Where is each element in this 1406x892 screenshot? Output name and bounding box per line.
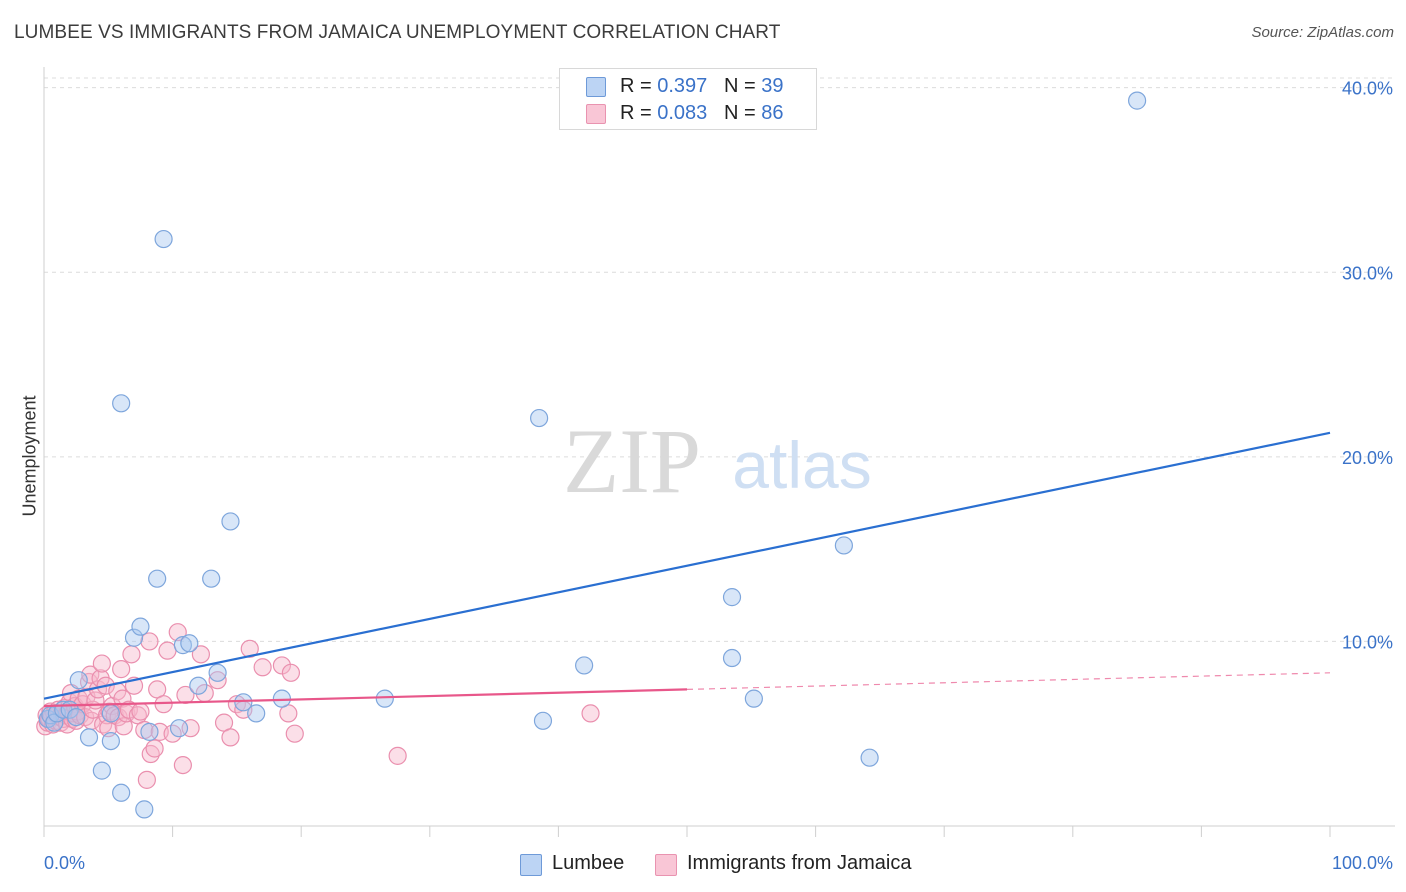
jamaica-point bbox=[191, 645, 210, 664]
jamaica-point bbox=[81, 665, 100, 684]
watermark-atlas: atlas bbox=[732, 428, 871, 502]
source-label: Source: ZipAtlas.com bbox=[1251, 24, 1394, 41]
y-tick-label: 40.0% bbox=[1342, 79, 1393, 99]
lumbee-point bbox=[148, 569, 167, 588]
r-label: R = bbox=[620, 102, 652, 124]
lumbee-point bbox=[202, 569, 221, 588]
trend-lines bbox=[43, 431, 1331, 708]
jamaica-point bbox=[145, 739, 164, 758]
lumbee-point bbox=[79, 728, 99, 747]
y-axis-label: Unemployment bbox=[19, 395, 40, 517]
trend-line-jamaica-extrapolated bbox=[686, 672, 1331, 691]
lumbee-point bbox=[180, 634, 199, 653]
chart-title: LUMBEE VS IMMIGRANTS FROM JAMAICA UNEMPL… bbox=[14, 22, 781, 43]
lumbee-point bbox=[135, 800, 154, 819]
jamaica-point bbox=[281, 663, 301, 682]
lumbee-point bbox=[234, 693, 253, 712]
jamaica-point bbox=[253, 658, 272, 677]
lumbee-point bbox=[173, 636, 192, 655]
lumbee-point bbox=[860, 748, 879, 767]
lumbee-point bbox=[834, 536, 853, 555]
lumbee-legend-swatch bbox=[520, 854, 542, 876]
lumbee-point bbox=[154, 229, 173, 249]
tick-labels: 10.0% 20.0% 30.0% 40.0% 0.0% 100.0% bbox=[44, 79, 1393, 873]
jamaica-point bbox=[131, 702, 150, 721]
trend-line-jamaica bbox=[43, 688, 688, 708]
jamaica-point bbox=[240, 639, 259, 658]
r-value-lumbee: 0.397 bbox=[657, 75, 708, 97]
x-tick-label-min: 0.0% bbox=[44, 853, 85, 873]
lumbee-point bbox=[112, 394, 131, 413]
jamaica-point bbox=[140, 632, 159, 651]
lumbee-point bbox=[221, 512, 240, 531]
watermark: ZIP atlas bbox=[563, 410, 872, 512]
jamaica-point bbox=[158, 641, 177, 660]
y-tick-label: 30.0% bbox=[1342, 263, 1393, 283]
legend-label-lumbee: Lumbee bbox=[552, 852, 625, 874]
stats-legend: R = 0.397 N = 39 R = 0.083 N = 86 bbox=[559, 68, 817, 130]
x-tick-label-max: 100.0% bbox=[1332, 853, 1393, 873]
lumbee-point bbox=[208, 663, 227, 682]
lumbee-point bbox=[131, 617, 150, 636]
jamaica-legend-swatch bbox=[655, 854, 677, 876]
lumbee-point bbox=[92, 761, 111, 780]
lumbee-point bbox=[69, 671, 88, 690]
lumbee-point bbox=[575, 656, 594, 675]
trend-line-lumbee bbox=[43, 431, 1331, 700]
n-label: N = bbox=[723, 102, 756, 124]
y-tick-label: 10.0% bbox=[1342, 632, 1393, 652]
jamaica-point bbox=[137, 770, 156, 789]
jamaica-swatch bbox=[586, 104, 606, 124]
lumbee-point bbox=[1127, 91, 1147, 110]
r-label: R = bbox=[620, 75, 652, 97]
lumbee-point bbox=[247, 704, 266, 723]
lumbee-swatch bbox=[586, 77, 606, 97]
watermark-zip: ZIP bbox=[563, 410, 701, 512]
lumbee-point bbox=[169, 719, 189, 738]
lumbee-point bbox=[124, 628, 144, 647]
jamaica-point bbox=[122, 645, 141, 664]
jamaica-point bbox=[285, 724, 304, 743]
lumbee-point bbox=[530, 408, 549, 428]
lumbee-point bbox=[67, 707, 86, 727]
jamaica-point bbox=[388, 746, 407, 765]
jamaica-point bbox=[173, 755, 192, 775]
axes bbox=[43, 67, 1395, 837]
n-value-lumbee: 39 bbox=[761, 75, 784, 97]
jamaica-point bbox=[119, 700, 138, 719]
lumbee-point bbox=[375, 689, 394, 708]
lumbee-point bbox=[189, 676, 208, 695]
lumbee-point bbox=[533, 711, 553, 730]
n-value-jamaica: 86 bbox=[761, 102, 784, 124]
lumbee-point bbox=[722, 588, 742, 607]
lumbee-point bbox=[744, 689, 763, 708]
gridlines bbox=[44, 77, 1395, 642]
jamaica-point bbox=[92, 654, 111, 673]
jamaica-point bbox=[112, 660, 131, 679]
lumbee-point bbox=[722, 648, 742, 668]
y-tick-label: 20.0% bbox=[1342, 448, 1393, 468]
lumbee-point bbox=[140, 722, 159, 741]
legend-label-jamaica: Immigrants from Jamaica bbox=[687, 852, 912, 874]
lumbee-point bbox=[101, 704, 120, 723]
lumbee-point bbox=[112, 783, 131, 802]
n-label: N = bbox=[723, 75, 756, 97]
jamaica-point bbox=[221, 728, 240, 747]
r-value-jamaica: 0.083 bbox=[657, 102, 708, 124]
lumbee-point bbox=[101, 731, 120, 751]
jamaica-point bbox=[208, 671, 227, 690]
jamaica-point bbox=[581, 704, 600, 723]
